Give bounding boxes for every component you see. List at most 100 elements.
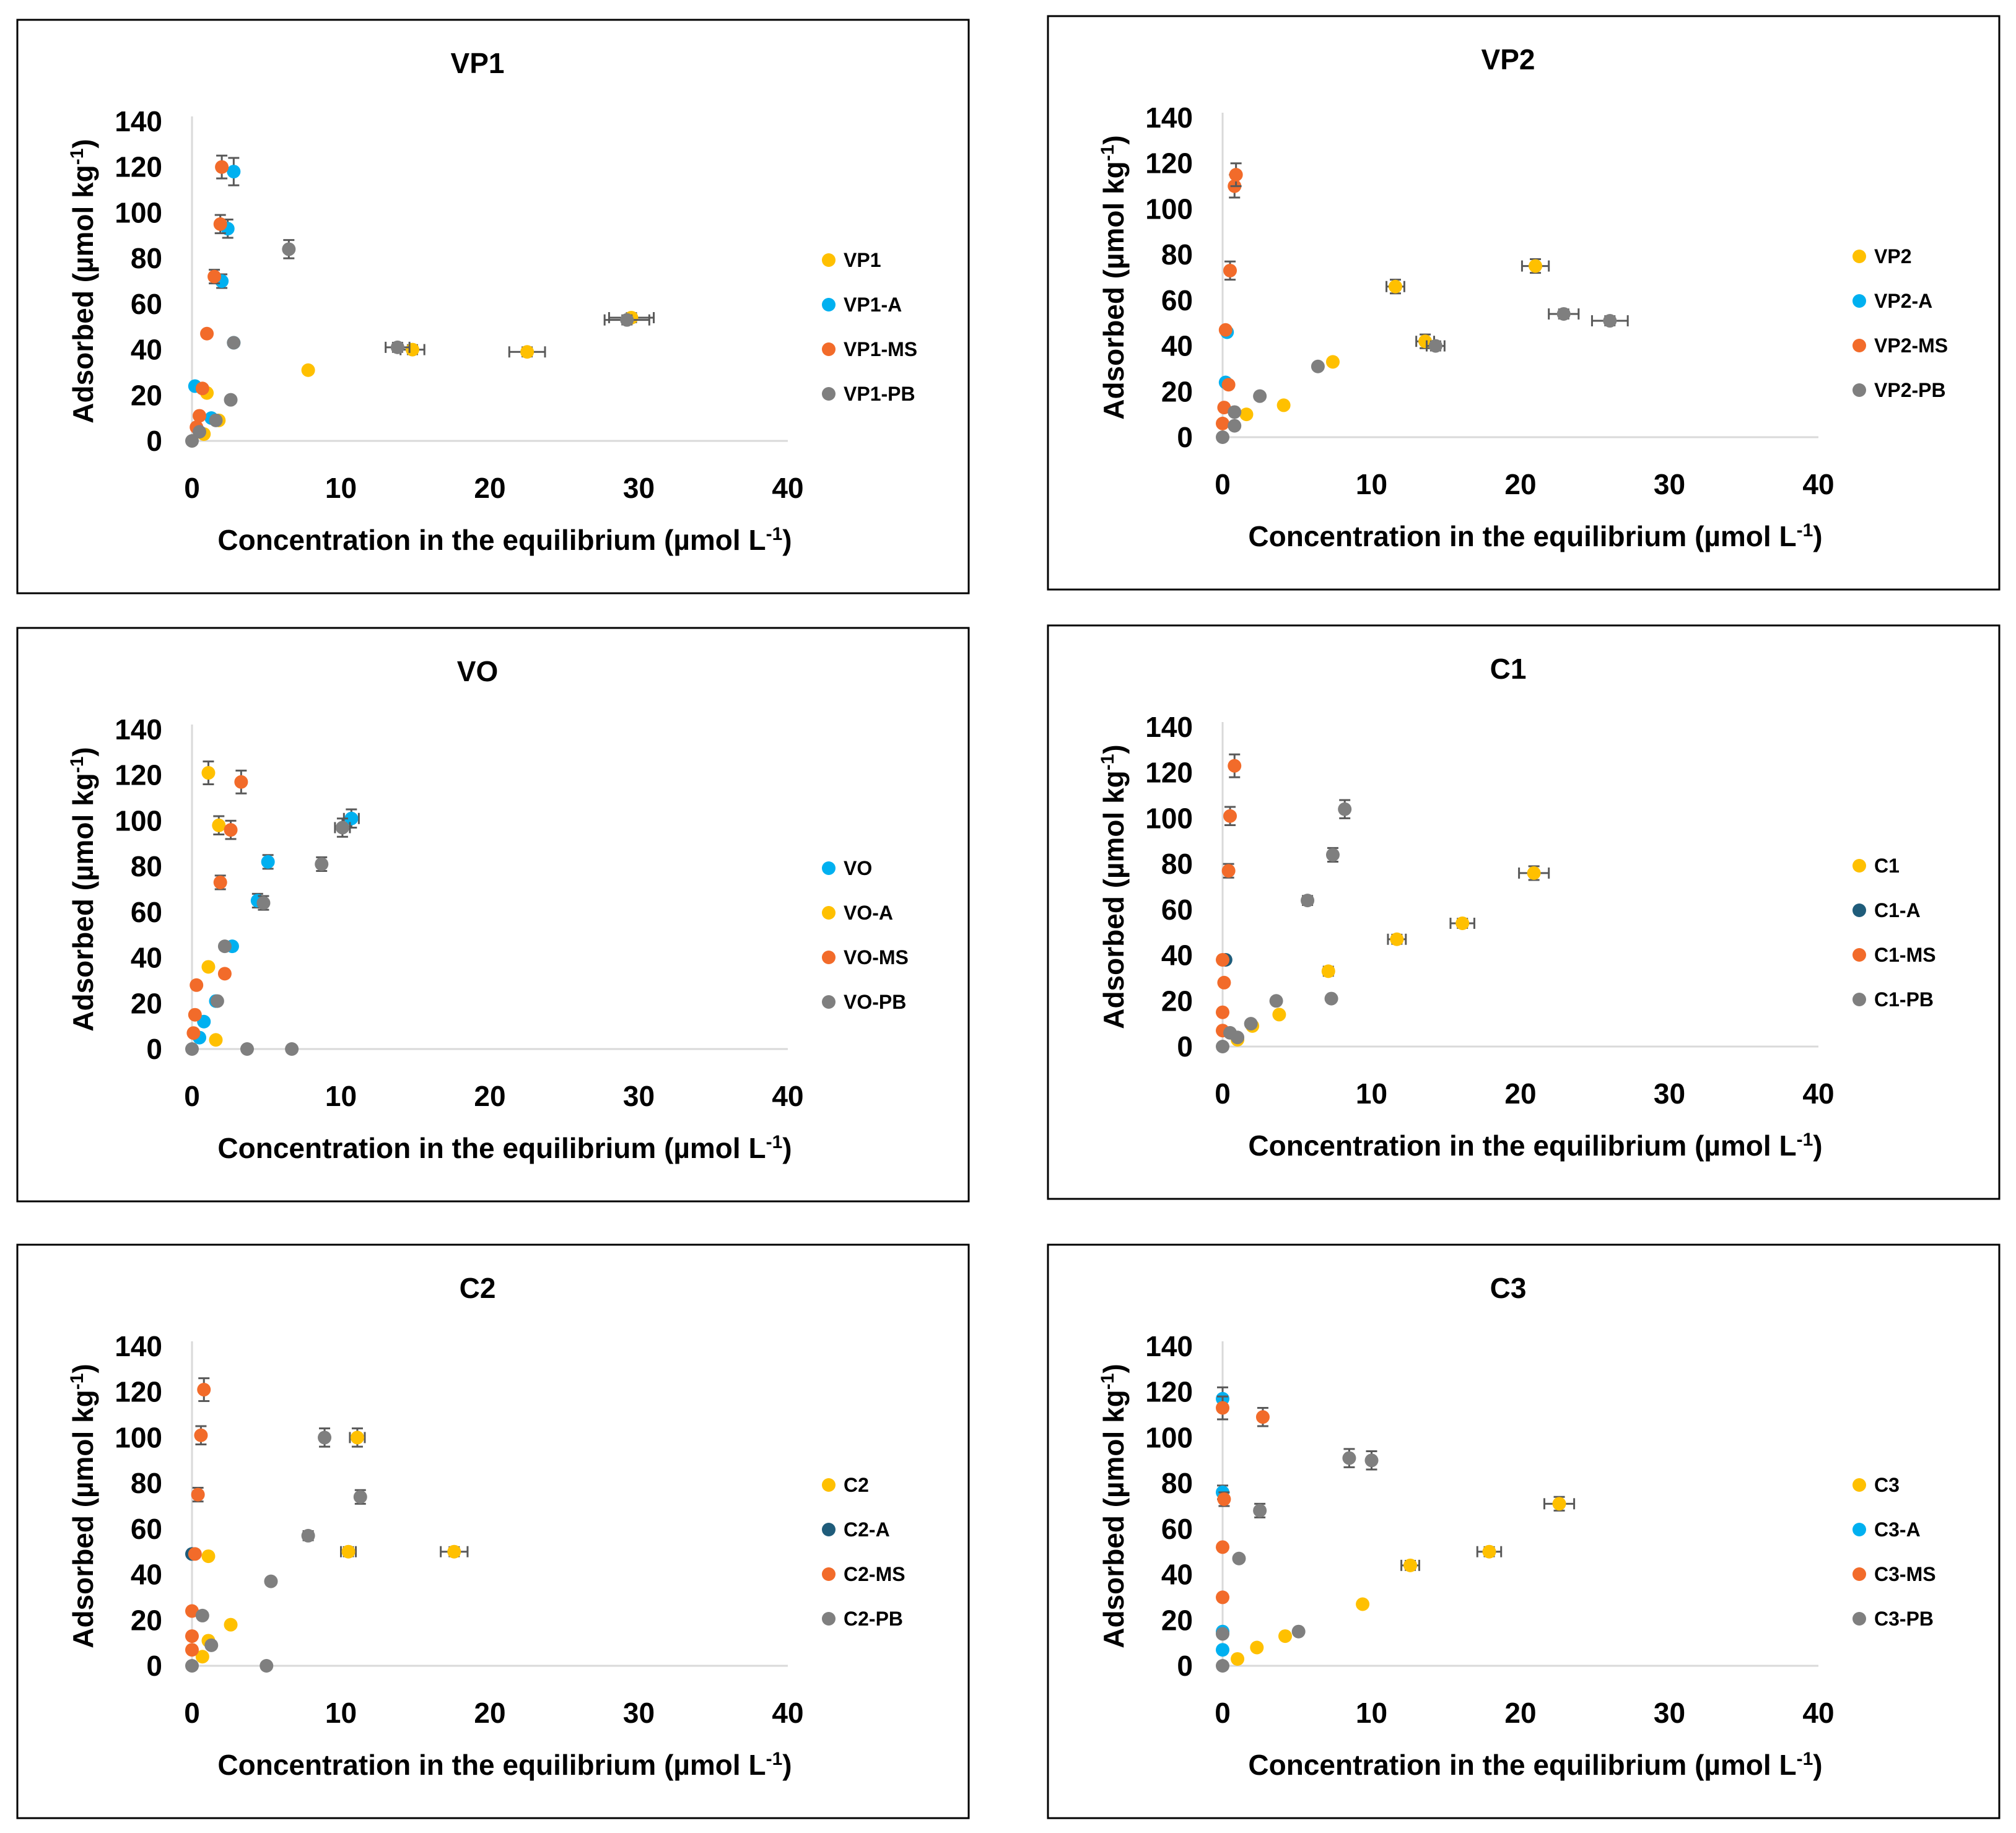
- chart-panel-vo: VO 0 20 40 60 80 100 120 140 0 10 20 30 40 Concentrati…: [16, 627, 970, 1203]
- data-point: [1325, 355, 1340, 369]
- y-tick-label: 100: [115, 1421, 162, 1453]
- data-point: [209, 413, 223, 427]
- data-point: [185, 434, 199, 448]
- data-point: [1278, 1629, 1293, 1644]
- data-point: [1364, 1453, 1379, 1468]
- legend-label: C3-MS: [1874, 1563, 1936, 1585]
- legend-label: C3-PB: [1874, 1608, 1934, 1630]
- y-tick-label: 0: [146, 425, 162, 457]
- series-c1-pb: [1216, 799, 1352, 1053]
- legend-label: C3-A: [1874, 1518, 1921, 1541]
- legend-label: VP1: [844, 249, 881, 271]
- data-point: [213, 875, 227, 889]
- series-vo-a: [201, 760, 226, 1047]
- y-tick-label: 20: [1161, 1604, 1193, 1636]
- y-tick-label: 80: [131, 242, 162, 274]
- x-tick-label: 10: [325, 472, 357, 504]
- y-tick-label: 100: [1145, 193, 1193, 225]
- data-point: [204, 1638, 219, 1652]
- data-point: [224, 1617, 238, 1632]
- series-vo-pb: [185, 817, 351, 1056]
- legend-marker: [822, 906, 836, 920]
- legend-marker: [822, 1612, 836, 1626]
- y-tick-label: 120: [115, 151, 162, 183]
- x-axis-label: Concentration in the equilibrium (µmol L…: [1248, 1749, 1822, 1782]
- legend-marker: [1852, 948, 1866, 962]
- x-tick-label: 0: [184, 472, 200, 504]
- legend-label: C1-MS: [1874, 944, 1936, 966]
- y-tick-label: 80: [1161, 848, 1193, 880]
- data-point: [1216, 952, 1229, 967]
- y-tick-label: 20: [131, 987, 162, 1019]
- data-point: [186, 1026, 201, 1040]
- y-axis-label: Adsorbed (µmol kg-1): [1097, 135, 1130, 420]
- legend-marker: [1852, 859, 1866, 873]
- data-point: [185, 1643, 199, 1657]
- data-point: [1216, 416, 1229, 430]
- legend-marker: [1852, 294, 1866, 308]
- data-point: [341, 1544, 356, 1559]
- y-tick-label: 140: [115, 105, 162, 137]
- y-tick-label: 80: [1161, 238, 1193, 271]
- data-point: [1231, 1652, 1245, 1666]
- data-point: [1311, 359, 1325, 373]
- chart-panel-vp2: VP2 0 20 40 60 80 100 120 140 0 10 20 30 40 Concentrat…: [1047, 15, 2001, 591]
- y-tick-label: 100: [1145, 1421, 1193, 1453]
- legend-label: VO-A: [844, 902, 893, 924]
- data-point: [240, 1042, 254, 1056]
- data-point: [201, 1549, 216, 1564]
- x-tick-label: 40: [772, 472, 803, 504]
- legend-label: VO: [844, 857, 872, 879]
- y-tick-label: 40: [131, 942, 162, 974]
- data-point: [350, 1430, 364, 1445]
- y-tick-label: 140: [115, 713, 162, 746]
- x-axis-label: Concentration in the equilibrium (µmol L…: [217, 524, 792, 557]
- data-point: [185, 1042, 199, 1056]
- data-point: [335, 821, 349, 835]
- series-c2-pb: [185, 1427, 367, 1673]
- y-tick-label: 60: [1161, 1513, 1193, 1545]
- x-tick-label: 30: [623, 1697, 655, 1729]
- x-tick-label: 10: [1356, 1078, 1387, 1110]
- y-tick-label: 0: [146, 1650, 162, 1682]
- x-tick-label: 20: [1504, 1078, 1536, 1110]
- y-tick-label: 20: [1161, 375, 1193, 407]
- data-point: [191, 1487, 205, 1502]
- data-point: [260, 1659, 274, 1673]
- y-tick-label: 20: [131, 379, 162, 411]
- x-tick-label: 40: [1802, 1078, 1834, 1110]
- data-point: [1527, 866, 1541, 880]
- y-tick-label: 140: [1145, 102, 1193, 134]
- legend-marker: [822, 387, 836, 401]
- y-tick-label: 20: [131, 1604, 162, 1636]
- chart-panel-c3: C3 0 20 40 60 80 100 120 140 0 10 20 30 40 Concentrati…: [1047, 1243, 2001, 1819]
- data-point: [1232, 1551, 1246, 1565]
- data-point: [390, 340, 404, 354]
- x-tick-label: 30: [1654, 1697, 1685, 1729]
- legend-label: C1-A: [1874, 899, 1921, 921]
- y-tick-label: 0: [1177, 421, 1193, 453]
- data-point: [264, 1574, 278, 1588]
- series-c3-pb: [1216, 1448, 1379, 1673]
- series-vp2: [1239, 258, 1550, 422]
- legend-marker: [1852, 1567, 1866, 1581]
- chart-title: VO: [457, 655, 498, 687]
- legend-marker: [822, 1567, 836, 1581]
- data-point: [213, 217, 227, 231]
- data-point: [1216, 1627, 1229, 1641]
- data-point: [224, 393, 238, 407]
- x-axis-label: Concentration in the equilibrium (µmol L…: [1248, 1130, 1822, 1162]
- data-point: [301, 1528, 315, 1543]
- y-tick-label: 40: [1161, 1559, 1193, 1591]
- chart-panel-vp1: VP1 0 20 40 60 80 100 120 140 0 10 20 30 40 Concentrat…: [16, 19, 970, 594]
- data-point: [1223, 809, 1237, 823]
- chart-frame: [1047, 15, 2001, 591]
- chart-frame: [1047, 624, 2001, 1200]
- data-point: [1455, 916, 1470, 930]
- data-point: [1255, 1410, 1270, 1424]
- x-tick-label: 0: [1215, 1078, 1231, 1110]
- legend-label: VP1-PB: [844, 383, 915, 405]
- legend-marker: [1852, 1523, 1866, 1536]
- legend-marker: [1852, 993, 1866, 1006]
- data-point: [1228, 759, 1242, 773]
